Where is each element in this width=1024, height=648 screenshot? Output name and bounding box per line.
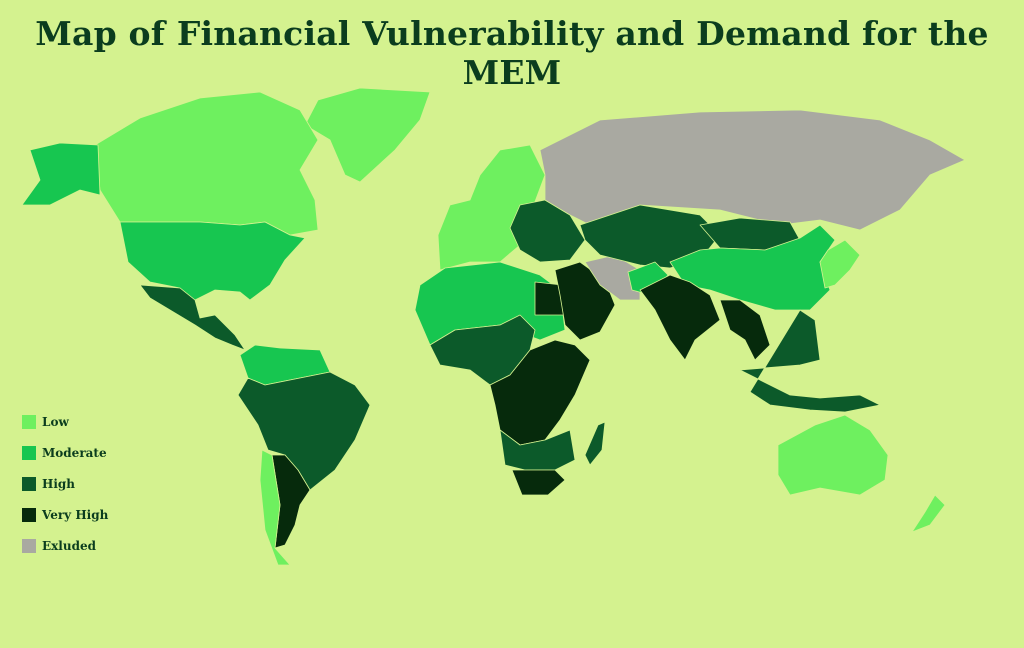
legend-item-low: Low (22, 406, 108, 437)
region-australia (777, 414, 889, 496)
legend-swatch (22, 445, 36, 460)
legend-label: High (42, 476, 76, 491)
region-alaska (21, 142, 101, 206)
legend-item-excluded: Exluded (22, 530, 108, 561)
region-southeast-asia (719, 299, 771, 361)
region-japan-korea (819, 239, 861, 289)
region-russia (539, 109, 966, 231)
legend-swatch (22, 476, 36, 491)
region-new-zealand (911, 494, 946, 533)
legend-swatch (22, 507, 36, 522)
region-mexico-central-america (139, 284, 246, 351)
legend-item-high: High (22, 468, 108, 499)
legend-item-very-high: Very High (22, 499, 108, 530)
legend-swatch (22, 414, 36, 429)
legend-swatch (22, 538, 36, 553)
legend-label: Very High (42, 507, 109, 522)
region-canada (94, 91, 319, 236)
region-greenland (304, 87, 431, 183)
region-south-africa (511, 469, 566, 496)
region-united-states (119, 221, 306, 301)
legend: Low Moderate High Very High Exluded (22, 406, 108, 561)
legend-label: Exluded (42, 538, 96, 553)
legend-item-moderate: Moderate (22, 437, 108, 468)
map-title: Map of Financial Vulnerability and Deman… (35, 14, 989, 92)
legend-label: Moderate (42, 445, 107, 460)
region-southern-africa (499, 429, 576, 471)
region-chile (259, 449, 291, 566)
region-madagascar (584, 421, 606, 466)
region-brazil-andes (237, 371, 371, 491)
legend-label: Low (42, 414, 69, 429)
region-indonesia-philippines (739, 309, 881, 413)
region-india (639, 274, 721, 361)
